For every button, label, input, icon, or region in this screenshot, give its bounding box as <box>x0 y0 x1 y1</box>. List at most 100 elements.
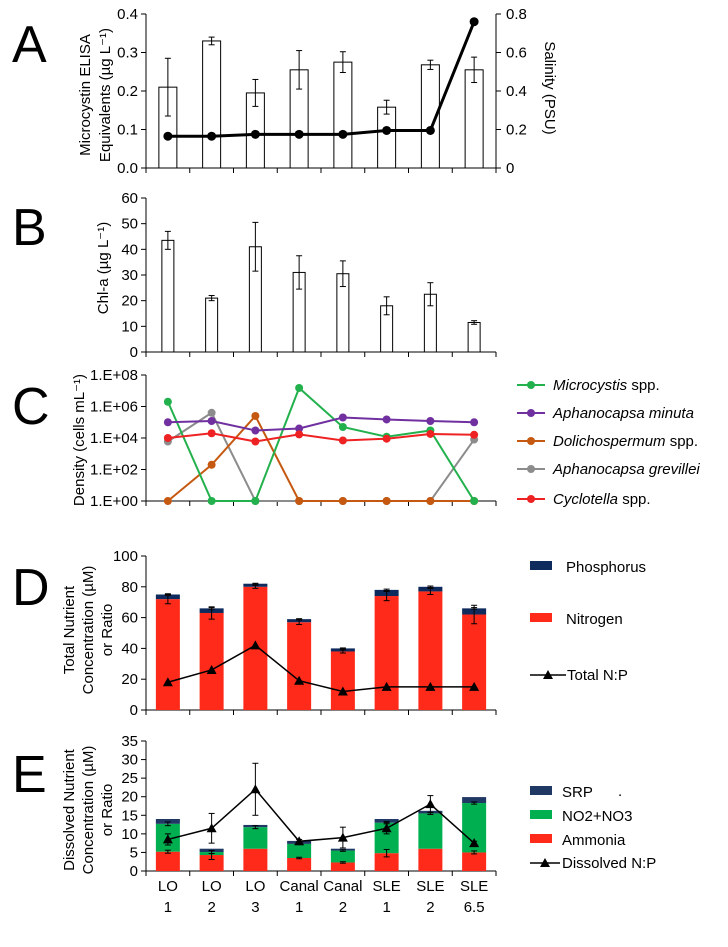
d-nitrogen-bar <box>199 612 224 710</box>
d-nitrogen-bar <box>330 651 355 710</box>
c-legend-suffix: spp. <box>627 377 660 394</box>
b-y-axis-title: Chl-a (µg L⁻¹) <box>95 222 112 314</box>
e-y-tick-label: 35 <box>121 733 138 750</box>
c-series-point <box>207 417 216 426</box>
c-series-point <box>251 411 260 420</box>
e-y-tick-label: 15 <box>121 807 138 824</box>
site-label-number: 3 <box>251 899 259 916</box>
d-y-tick-label: 40 <box>121 640 138 657</box>
c-legend-label: Aphanocapsa grevillei <box>552 461 700 478</box>
e-legend-np-marker <box>540 858 550 867</box>
e-y-axis-title-line3: or Ratio <box>99 784 116 837</box>
site-label-name: SLE <box>416 878 444 895</box>
e-legend-no2no3: NO2+NO3 <box>562 808 632 825</box>
c-series-point <box>295 424 304 433</box>
a-microcystin-bar <box>202 40 222 169</box>
site-label-number: 2 <box>339 899 347 916</box>
c-series-point <box>251 437 260 446</box>
d-nitrogen-bar <box>155 599 180 710</box>
e-legend-no2no3-swatch <box>530 810 552 819</box>
e-np-marker <box>250 784 261 794</box>
a-salinity-point <box>294 129 304 139</box>
d-y-tick-label: 80 <box>121 579 138 596</box>
c-legend-marker <box>527 437 535 445</box>
b-y-tick-label: 50 <box>121 216 138 233</box>
e-ammonia-bar <box>330 862 355 871</box>
b-chla-bar <box>467 321 481 353</box>
d-legend-np-marker <box>543 670 553 679</box>
a-salinity-point <box>469 17 479 27</box>
site-label-name: Canal <box>280 878 319 895</box>
c-legend-name: Dolichospermum <box>553 433 666 450</box>
e-y-tick-label: 30 <box>121 752 138 769</box>
e-y-tick-label: 25 <box>121 770 138 787</box>
c-series-point <box>382 497 391 505</box>
c-series-point <box>470 418 479 427</box>
c-series-point <box>338 497 347 505</box>
c-y-tick-label: 1.E+02 <box>90 462 138 479</box>
a-y2-tick-label: 0.2 <box>506 122 527 139</box>
e-no2no3-bar <box>243 827 268 849</box>
d-np-line <box>167 644 475 693</box>
panel-letter-d: D <box>12 559 50 617</box>
d-np-marker <box>250 640 261 650</box>
e-srp-bar <box>155 819 180 824</box>
e-ammonia-bar <box>155 851 180 871</box>
c-series-point <box>426 417 435 426</box>
c-series-point <box>295 497 304 505</box>
b-y-tick-label: 20 <box>121 293 138 310</box>
c-series-point <box>470 430 479 439</box>
d-y-tick-label: 100 <box>113 548 138 565</box>
e-srp-bar <box>462 797 487 804</box>
e-y-tick-label: 10 <box>121 826 138 843</box>
c-series-line <box>167 432 475 443</box>
e-srp-bar <box>374 819 399 823</box>
e-y-tick-label: 5 <box>130 844 138 861</box>
c-series-line <box>167 414 475 502</box>
site-label-name: SLE <box>460 878 488 895</box>
e-np-marker <box>294 836 305 846</box>
d-y-axis-title-line1: Total Nutrient <box>61 585 78 674</box>
c-legend-name: Aphanocapsa minuta <box>552 405 694 422</box>
e-legend-srp-swatch <box>530 786 552 795</box>
a-salinity-point <box>250 129 260 139</box>
panel-letter-a: A <box>12 16 47 74</box>
e-no2no3-bar <box>330 850 355 863</box>
a-y-tick-label: 0.0 <box>117 160 138 177</box>
d-np-marker <box>469 681 480 691</box>
a-microcystin-bar <box>464 69 484 169</box>
e-y-tick-label: 20 <box>121 789 138 806</box>
e-y-axis-title-line2: Concentration (µM) <box>80 746 97 875</box>
e-np-marker <box>206 823 217 833</box>
e-ammonia-bar <box>462 852 487 871</box>
c-series-point <box>426 497 435 505</box>
a-y2-axis-title: Salinity (PSU) <box>541 41 558 134</box>
panel-a: A 0.0 0.1 0.2 0.3 0.4 0 0.2 0.4 0.6 0.8 Microcystin… <box>12 6 558 177</box>
site-label-number: 1 <box>295 899 303 916</box>
d-y-tick-label: 60 <box>121 610 138 627</box>
d-np-marker <box>337 686 348 696</box>
c-series-point <box>382 434 391 443</box>
e-legend-srp-mark: . <box>618 783 622 800</box>
a-salinity-point <box>338 129 348 139</box>
a-y-tick-label: 0.3 <box>117 45 138 62</box>
d-nitrogen-bar <box>462 614 487 710</box>
e-ammonia-bar <box>287 858 312 871</box>
c-legend-marker <box>527 465 535 473</box>
d-np-marker <box>206 664 217 674</box>
d-np-marker <box>162 677 173 687</box>
e-np-marker <box>337 832 348 842</box>
d-y-axis-title-line3: or Ratio <box>99 604 116 657</box>
c-series-point <box>382 415 391 424</box>
a-salinity-point <box>382 125 392 135</box>
c-series-point <box>295 430 304 439</box>
b-y-tick-label: 60 <box>121 190 138 207</box>
c-series-point <box>207 497 216 505</box>
d-nitrogen-bar <box>287 622 312 710</box>
panel-letter-c: C <box>12 378 50 436</box>
d-y-axis-title-line2: Concentration (µM) <box>80 566 97 695</box>
d-legend-phosphorus-swatch <box>530 561 552 570</box>
e-y-axis-title-line1: Dissolved Nutrient <box>61 748 78 871</box>
panel-letter-b: B <box>12 199 47 257</box>
